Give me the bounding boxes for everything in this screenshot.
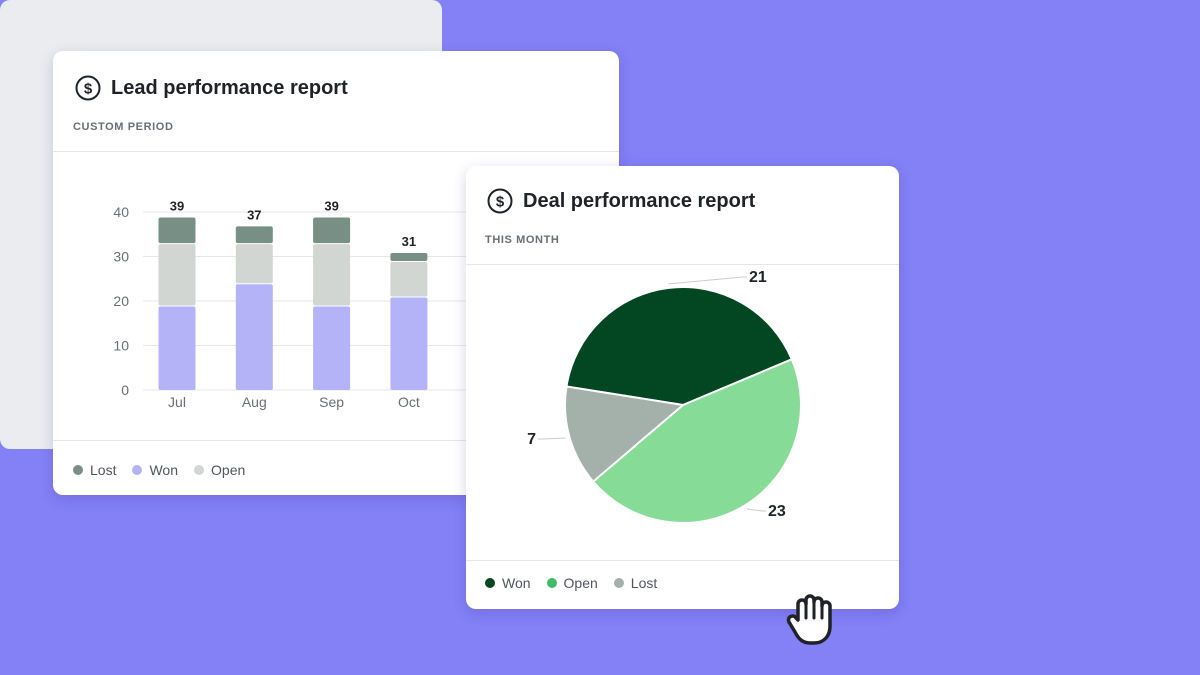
x-tick-label: Jul: [168, 394, 186, 410]
bar-segment-open: [235, 244, 273, 284]
bar-total-label: 39: [170, 198, 184, 213]
legend-label: Won: [149, 462, 179, 478]
chart-legend: Won Open Lost: [485, 575, 657, 591]
pie-leader-line: [668, 276, 747, 285]
legend-label: Lost: [630, 575, 658, 591]
legend-dot: [613, 578, 624, 588]
bar-segment-lost: [158, 217, 196, 244]
divider: [466, 560, 899, 561]
y-tick-label: 0: [121, 382, 129, 398]
legend-label: Lost: [90, 462, 117, 478]
y-tick-label: 40: [113, 204, 129, 220]
bar-segment-lost: [313, 217, 351, 244]
pie-chart: 21 23 7: [527, 269, 802, 524]
y-tick-label: 20: [113, 293, 129, 309]
legend-dot: [132, 465, 143, 475]
bar-chart: 0 10 20 30 40 39 Jul 37 Aug 39 Sep 31 Oct: [113, 198, 619, 410]
deal-performance-card[interactable]: $ Deal performance report THIS MONTH 21 2…: [466, 166, 899, 609]
y-tick-label: 30: [113, 249, 129, 265]
chart-legend: Lost Won Open: [73, 462, 245, 478]
legend-dot: [194, 465, 205, 475]
title-text: Lead performance report: [111, 76, 348, 99]
grab-hand-icon: [786, 594, 832, 645]
legend-label: Open: [563, 575, 598, 591]
divider: [466, 264, 899, 265]
pie-value-label: 21: [749, 269, 767, 286]
svg-text:$: $: [496, 194, 505, 211]
legend-dot: [73, 465, 83, 475]
x-tick-label: Sep: [319, 394, 344, 410]
bar-segment-won: [313, 306, 351, 390]
pie-value-label: 23: [768, 503, 786, 520]
bar-total-label: 39: [324, 198, 338, 213]
legend-item-won[interactable]: Won: [485, 575, 531, 591]
title-text: Deal performance report: [523, 189, 756, 212]
legend-item-open[interactable]: Open: [194, 462, 245, 478]
dollar-circle-icon: $: [75, 75, 101, 101]
legend-item-lost[interactable]: Lost: [73, 462, 116, 478]
legend-label: Open: [211, 462, 246, 478]
svg-text:$: $: [84, 81, 93, 98]
legend-item-open[interactable]: Open: [546, 575, 598, 591]
divider: [53, 440, 619, 441]
card-title: $ Deal performance report: [487, 188, 755, 214]
x-tick-label: Oct: [398, 394, 420, 410]
pie-slice-open: [591, 358, 802, 524]
y-tick-label: 10: [113, 338, 129, 354]
legend-item-lost[interactable]: Lost: [613, 575, 658, 591]
bar-segment-lost: [235, 226, 273, 244]
pie-leader-line: [746, 508, 766, 512]
bar-segment-open: [313, 244, 351, 306]
bar-segment-won: [235, 284, 273, 390]
bar-segment-open: [390, 261, 428, 297]
bar-total-label: 31: [402, 234, 416, 249]
legend-item-won[interactable]: Won: [132, 462, 178, 478]
divider: [53, 151, 619, 152]
bar-segment-won: [158, 306, 196, 390]
x-tick-label: Aug: [242, 394, 267, 410]
period-label: CUSTOM PERIOD: [73, 121, 174, 133]
bar-segment-lost: [390, 253, 428, 261]
legend-label: Won: [502, 575, 531, 591]
card-title: $ Lead performance report: [75, 75, 348, 101]
legend-dot: [485, 578, 495, 588]
bar-total-label: 37: [247, 207, 261, 222]
pie-value-label: 7: [527, 431, 536, 448]
legend-dot: [546, 578, 557, 588]
pie-slice-won: [565, 286, 794, 407]
pie-slice-lost: [564, 385, 686, 483]
period-label: THIS MONTH: [485, 234, 560, 246]
bar-segment-open: [158, 244, 196, 306]
bar-segment-won: [390, 297, 428, 390]
dollar-circle-icon: $: [487, 188, 513, 214]
pie-leader-line: [538, 437, 566, 440]
